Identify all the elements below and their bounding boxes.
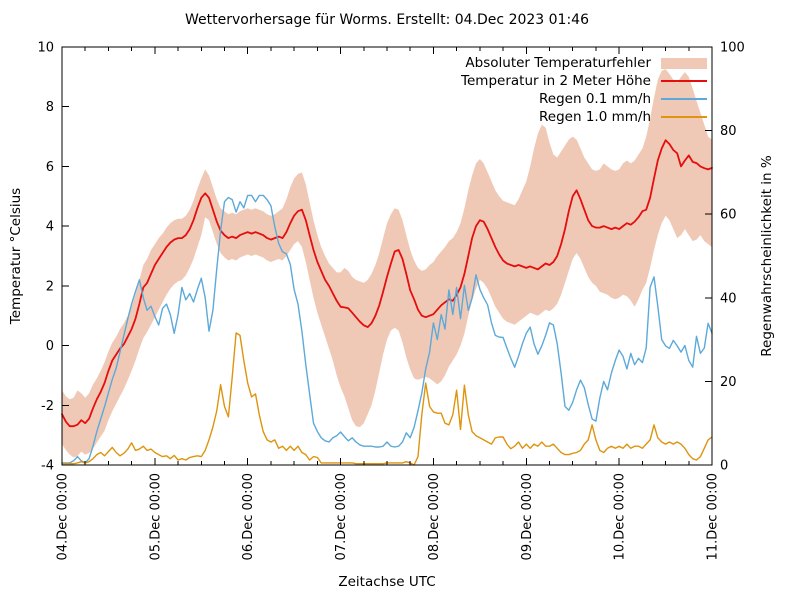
legend-entry-temperature: Temperatur in 2 Meter Höhe (461, 72, 707, 90)
y-left-tick-label: 4 (46, 220, 54, 235)
x-tick-label: 11.Dec 00:00 (706, 473, 721, 560)
y-right-tick-label: 0 (720, 459, 728, 474)
legend-entry-temperature-error: Absoluter Temperaturfehler (461, 54, 707, 72)
rain10-line (61, 332, 713, 466)
error-band-swatch (661, 57, 707, 69)
y-right-tick-label: 100 (720, 41, 745, 56)
axis-ticks (61, 46, 713, 466)
x-tick-label: 09.Dec 00:00 (520, 473, 535, 560)
x-axis-label: Zeitachse UTC (338, 574, 436, 590)
y-left-tick-label: 6 (46, 160, 54, 175)
y-right-tick-label: 40 (720, 291, 737, 306)
legend: Absoluter Temperaturfehler Temperatur in… (461, 54, 707, 126)
y-left-tick-label: 10 (37, 41, 54, 56)
y-axis-right-label: Regenwahrscheinlichkeit in % (759, 155, 775, 357)
rain01-line-swatch (661, 98, 707, 100)
y-axis-left-label: Temperatur °Celsius (8, 187, 24, 325)
x-tick-label: 10.Dec 00:00 (613, 473, 628, 560)
legend-label: Regen 1.0 mm/h (539, 109, 651, 125)
y-left-tick-label: 2 (46, 279, 54, 294)
temperature-line (61, 139, 713, 428)
legend-label: Temperatur in 2 Meter Höhe (461, 73, 651, 89)
page-title: Wettervorhersage für Worms. Erstellt: 04… (184, 12, 589, 28)
legend-label: Regen 0.1 mm/h (539, 91, 651, 107)
x-tick-label: 05.Dec 00:00 (148, 473, 163, 560)
legend-entry-rain10: Regen 1.0 mm/h (461, 108, 707, 126)
rain10-line-swatch (661, 116, 707, 118)
y-right-tick-label: 80 (720, 124, 737, 139)
y-right-tick-label: 60 (720, 208, 737, 223)
x-tick-label: 04.Dec 00:00 (56, 473, 71, 560)
y-left-tick-label: 8 (46, 100, 54, 115)
legend-entry-rain01: Regen 0.1 mm/h (461, 90, 707, 108)
x-tick-label: 06.Dec 00:00 (241, 473, 256, 560)
rain01-line (61, 194, 713, 464)
y-left-tick-label: 0 (46, 339, 54, 354)
x-tick-label: 07.Dec 00:00 (334, 473, 349, 560)
x-tick-label: 08.Dec 00:00 (427, 473, 442, 560)
temperature-error-band (62, 69, 712, 458)
y-left-tick-label: -2 (41, 399, 54, 414)
legend-label: Absoluter Temperaturfehler (465, 55, 651, 71)
temperature-line-swatch (661, 80, 707, 82)
y-right-tick-label: 20 (720, 375, 737, 390)
y-left-tick-label: -4 (41, 459, 54, 474)
